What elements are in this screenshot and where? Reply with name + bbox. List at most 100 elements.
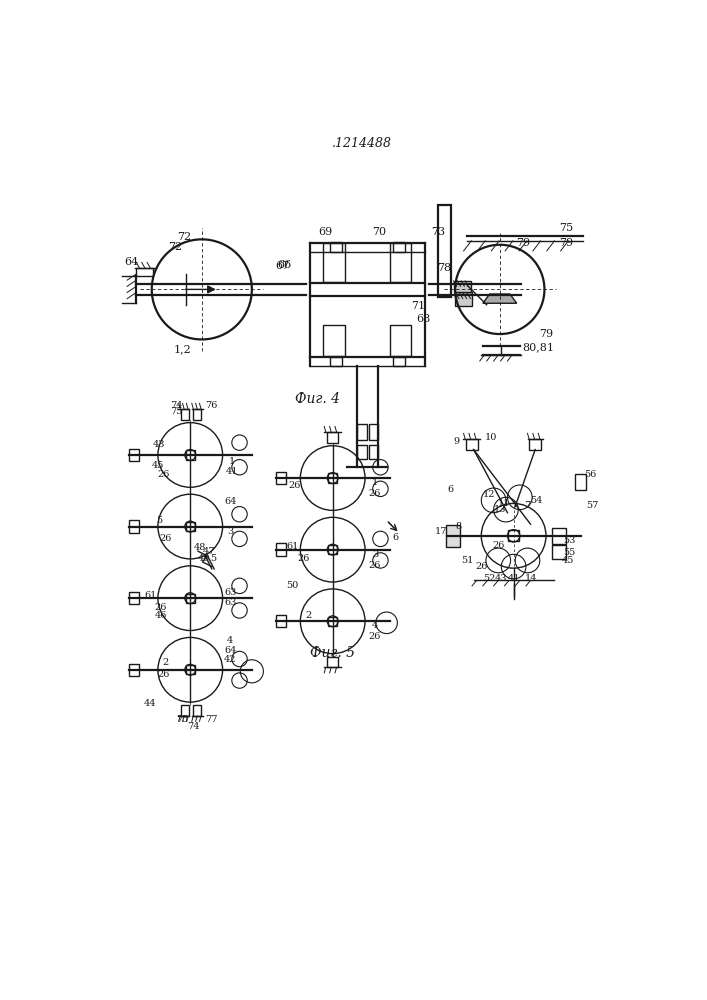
Text: 13: 13 — [493, 505, 506, 514]
Text: 3: 3 — [372, 550, 378, 559]
Bar — [276, 472, 286, 484]
Bar — [186, 522, 195, 531]
Text: 79: 79 — [516, 238, 530, 248]
Text: 6: 6 — [448, 485, 454, 494]
Text: 51: 51 — [461, 556, 474, 565]
Text: 66: 66 — [277, 260, 291, 270]
Text: 9: 9 — [454, 437, 460, 446]
Text: 41: 41 — [508, 574, 520, 583]
Text: 50: 50 — [286, 581, 299, 590]
Text: 75: 75 — [176, 715, 189, 724]
Bar — [181, 409, 189, 420]
Text: 77: 77 — [206, 715, 218, 724]
Polygon shape — [483, 294, 517, 303]
Text: 48: 48 — [193, 543, 206, 552]
Text: 57: 57 — [586, 500, 598, 510]
Text: 1: 1 — [228, 457, 235, 466]
Text: 17: 17 — [435, 527, 448, 536]
Bar — [329, 357, 342, 366]
Text: 5: 5 — [156, 516, 163, 525]
Bar — [390, 243, 411, 282]
Text: 52: 52 — [483, 574, 495, 583]
Text: 55: 55 — [563, 548, 575, 557]
Text: 26: 26 — [369, 632, 381, 641]
Text: 26: 26 — [155, 603, 167, 612]
Text: 26: 26 — [369, 561, 381, 570]
Bar — [327, 432, 338, 443]
Text: 41: 41 — [226, 467, 238, 476]
Bar — [328, 545, 337, 554]
Text: 42: 42 — [224, 655, 237, 664]
Bar — [186, 450, 195, 460]
Text: 4: 4 — [372, 621, 378, 630]
Bar — [369, 445, 378, 459]
Text: 43: 43 — [153, 440, 165, 449]
Text: 14: 14 — [525, 574, 537, 583]
Bar — [186, 665, 195, 674]
Text: 46: 46 — [155, 611, 167, 620]
Text: 72: 72 — [168, 242, 182, 252]
Text: 1: 1 — [372, 478, 378, 487]
Text: 11: 11 — [498, 499, 510, 508]
Text: 56: 56 — [585, 470, 597, 479]
Text: 8: 8 — [455, 522, 461, 531]
Bar — [327, 657, 338, 667]
Bar — [193, 705, 201, 716]
Bar — [438, 205, 450, 297]
Bar — [129, 664, 139, 676]
Text: 67: 67 — [276, 261, 290, 271]
Text: 79: 79 — [559, 238, 573, 248]
Text: 70: 70 — [372, 227, 386, 237]
Bar — [276, 615, 286, 627]
Bar — [129, 520, 139, 533]
Text: 75: 75 — [170, 407, 182, 416]
Text: 61: 61 — [286, 542, 299, 551]
Text: 63: 63 — [224, 598, 236, 607]
Text: 64: 64 — [224, 646, 236, 655]
Text: 10: 10 — [484, 433, 497, 442]
Bar — [129, 449, 139, 461]
Bar — [508, 530, 519, 541]
Text: 54: 54 — [530, 496, 543, 505]
Text: 45: 45 — [561, 556, 573, 565]
Text: 7: 7 — [525, 500, 531, 510]
Text: 4: 4 — [227, 636, 233, 645]
Bar — [186, 594, 195, 603]
Bar — [328, 473, 337, 483]
Text: 64: 64 — [224, 497, 236, 506]
Text: 45: 45 — [152, 461, 164, 470]
Bar — [454, 281, 471, 292]
Text: 2: 2 — [163, 658, 169, 667]
Text: 43: 43 — [495, 574, 508, 583]
Text: 1,2: 1,2 — [174, 344, 192, 354]
Bar — [369, 424, 378, 440]
Bar — [328, 617, 337, 626]
Bar — [390, 325, 411, 356]
Text: 26: 26 — [157, 670, 170, 679]
Text: 26: 26 — [369, 489, 381, 498]
Bar — [324, 243, 345, 282]
Text: 74: 74 — [170, 401, 182, 410]
Text: 73: 73 — [431, 227, 445, 237]
Text: 26: 26 — [492, 541, 504, 550]
Bar — [357, 445, 366, 459]
Text: 26: 26 — [297, 554, 310, 563]
Text: 80,81: 80,81 — [522, 342, 554, 352]
Bar — [129, 592, 139, 604]
Bar — [529, 439, 542, 450]
Text: 63: 63 — [224, 588, 236, 597]
Text: 3: 3 — [227, 527, 233, 536]
Bar — [276, 544, 286, 556]
Text: 75: 75 — [559, 223, 573, 233]
Text: 47: 47 — [202, 547, 215, 556]
Bar — [455, 292, 472, 306]
Bar — [136, 268, 153, 276]
Bar — [446, 525, 460, 547]
Text: 2: 2 — [305, 611, 311, 620]
Text: 44: 44 — [144, 699, 156, 708]
Text: Фиг. 4: Фиг. 4 — [295, 392, 340, 406]
Text: 76: 76 — [206, 401, 218, 410]
Text: 26: 26 — [157, 470, 170, 479]
Text: 72: 72 — [177, 232, 191, 242]
Text: 78: 78 — [438, 263, 451, 273]
